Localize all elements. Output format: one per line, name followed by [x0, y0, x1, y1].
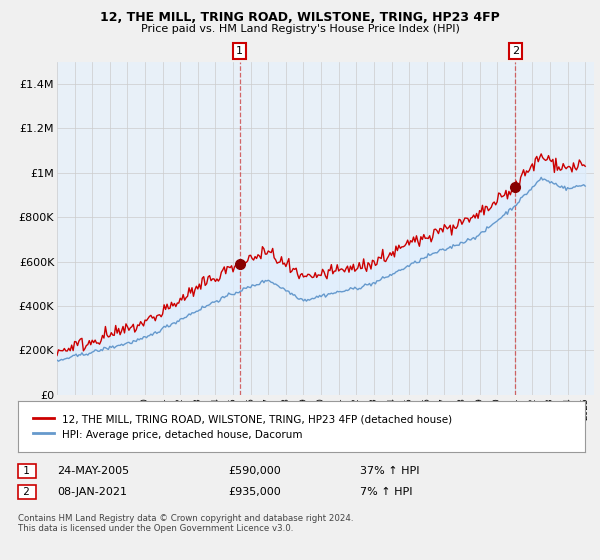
Text: 08-JAN-2021: 08-JAN-2021: [57, 487, 127, 497]
Text: £590,000: £590,000: [228, 466, 281, 476]
Text: 24-MAY-2005: 24-MAY-2005: [57, 466, 129, 476]
Text: Price paid vs. HM Land Registry's House Price Index (HPI): Price paid vs. HM Land Registry's House …: [140, 24, 460, 34]
Text: 1: 1: [236, 46, 243, 56]
Text: 1: 1: [20, 466, 34, 476]
Text: 2: 2: [20, 487, 34, 497]
Text: 37% ↑ HPI: 37% ↑ HPI: [360, 466, 419, 476]
Text: £935,000: £935,000: [228, 487, 281, 497]
Text: 7% ↑ HPI: 7% ↑ HPI: [360, 487, 413, 497]
Legend: 12, THE MILL, TRING ROAD, WILSTONE, TRING, HP23 4FP (detached house), HPI: Avera: 12, THE MILL, TRING ROAD, WILSTONE, TRIN…: [29, 410, 457, 444]
Text: 12, THE MILL, TRING ROAD, WILSTONE, TRING, HP23 4FP: 12, THE MILL, TRING ROAD, WILSTONE, TRIN…: [100, 11, 500, 24]
Text: Contains HM Land Registry data © Crown copyright and database right 2024.
This d: Contains HM Land Registry data © Crown c…: [18, 514, 353, 534]
Text: 2: 2: [512, 46, 519, 56]
